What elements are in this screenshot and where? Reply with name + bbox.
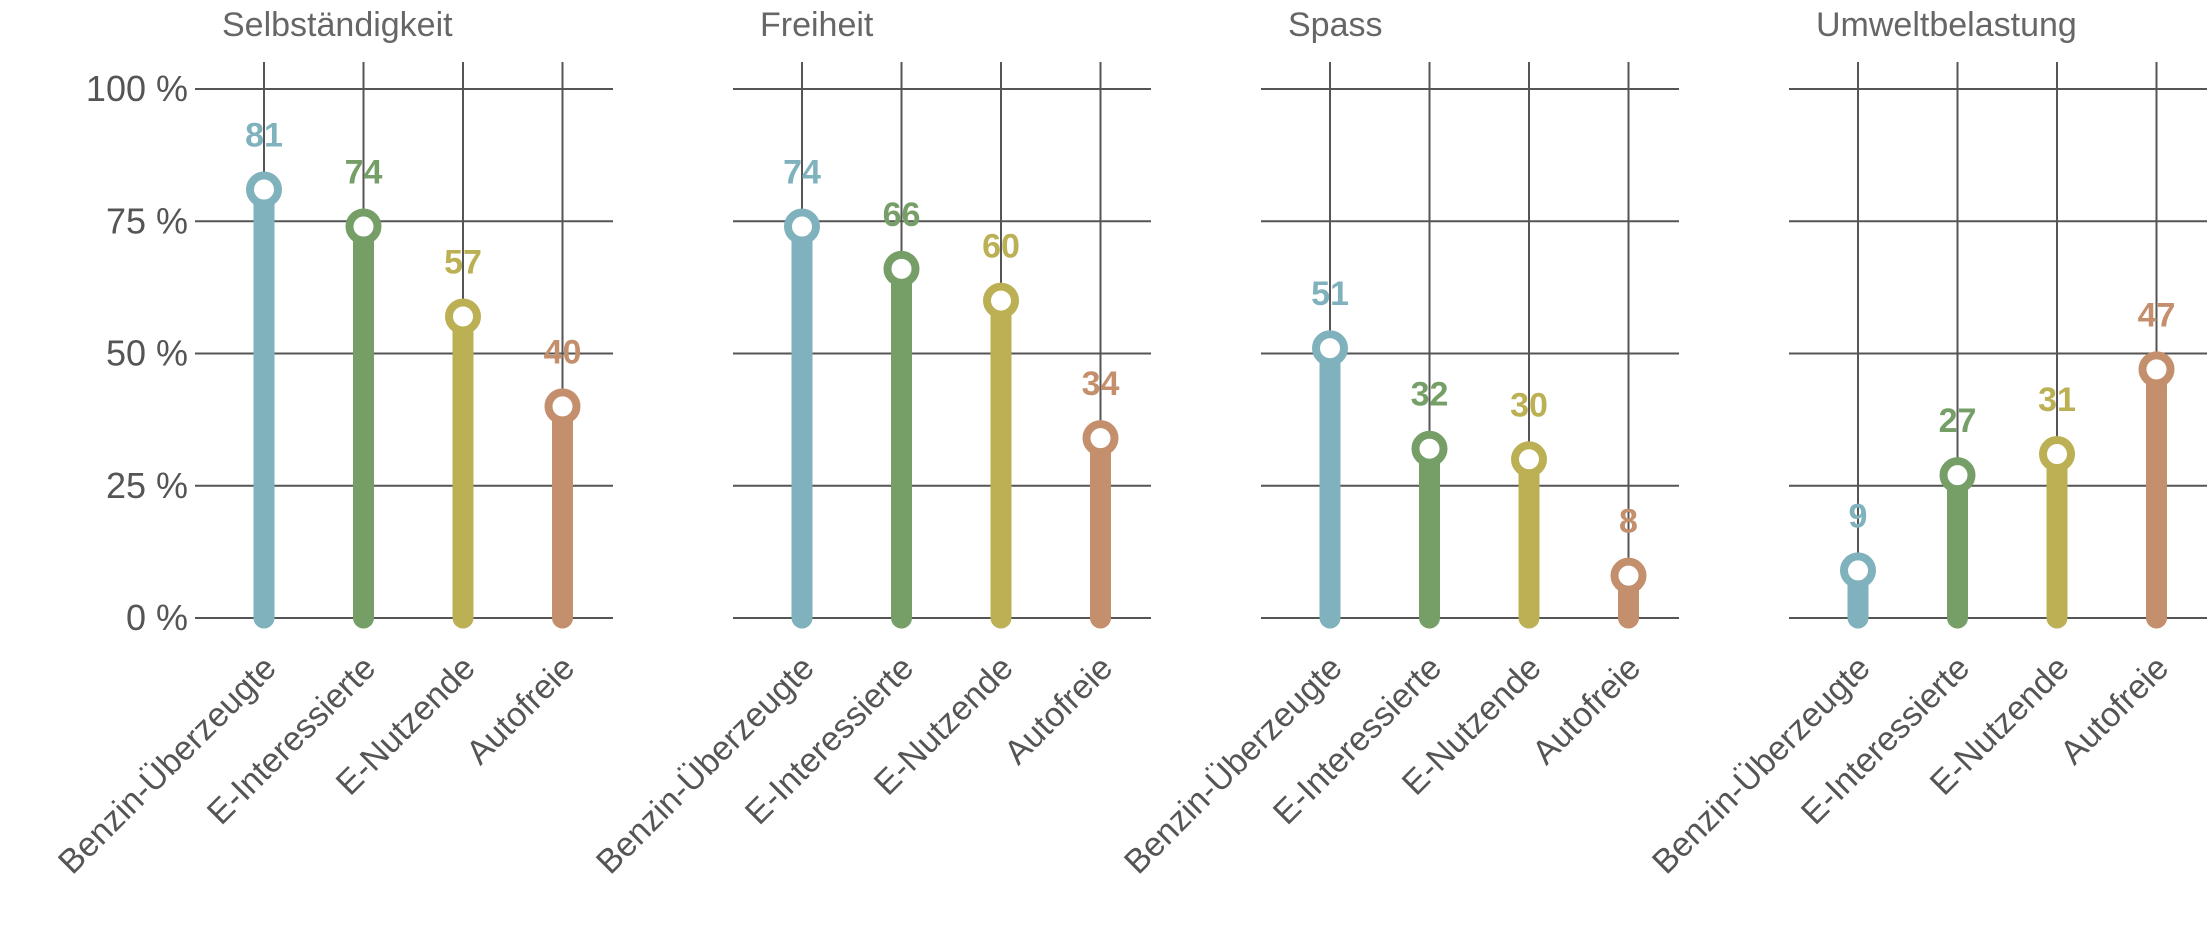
y-tick-label: 50 % bbox=[106, 333, 188, 374]
y-tick-label: 25 % bbox=[106, 465, 188, 506]
category-label: Autofreie bbox=[997, 649, 1120, 772]
lollipop-head bbox=[784, 208, 820, 245]
y-tick-label: 100 % bbox=[86, 68, 188, 109]
lollipop-head bbox=[1511, 441, 1547, 478]
lollipop-head bbox=[883, 250, 920, 287]
data-label: 74 bbox=[783, 154, 821, 192]
data-label: 51 bbox=[1311, 275, 1349, 313]
data-label: 31 bbox=[2038, 381, 2076, 419]
lollipop-head bbox=[1939, 457, 1976, 494]
data-label: 9 bbox=[1849, 497, 1868, 535]
category-label: E-Interessierte bbox=[738, 649, 921, 832]
data-label: 27 bbox=[1939, 402, 1977, 440]
panel-title: Umweltbelastung bbox=[1816, 6, 2077, 44]
data-label: 34 bbox=[1082, 365, 1120, 403]
data-label: 60 bbox=[982, 228, 1020, 266]
category-label: Autofreie bbox=[2053, 649, 2176, 772]
lollipop-head bbox=[1840, 552, 1876, 589]
category-label: Autofreie bbox=[459, 649, 582, 772]
category-label: E-Interessierte bbox=[1266, 649, 1449, 832]
lollipop-head bbox=[544, 388, 581, 425]
data-label: 30 bbox=[1510, 386, 1548, 424]
data-label: 47 bbox=[2138, 296, 2176, 334]
lollipop-head bbox=[345, 208, 382, 245]
data-label: 74 bbox=[345, 154, 383, 192]
data-label: 32 bbox=[1411, 376, 1449, 414]
category-label: E-Interessierte bbox=[200, 649, 383, 832]
lollipop-head bbox=[1312, 330, 1348, 367]
panel-title: Selbständigkeit bbox=[222, 6, 453, 44]
lollipop-head bbox=[2138, 351, 2175, 388]
y-tick-label: 75 % bbox=[106, 200, 188, 241]
panel-title: Freiheit bbox=[760, 6, 874, 44]
lollipop-head bbox=[1411, 430, 1448, 467]
panel-title: Spass bbox=[1288, 6, 1383, 44]
lollipop-head bbox=[2039, 436, 2075, 473]
category-label: E-Interessierte bbox=[1794, 649, 1977, 832]
data-label: 57 bbox=[444, 243, 482, 281]
lollipop-head bbox=[445, 298, 481, 335]
data-label: 8 bbox=[1619, 503, 1638, 541]
y-tick-label: 0 % bbox=[126, 597, 188, 638]
data-label: 81 bbox=[245, 117, 283, 155]
lollipop-head bbox=[1082, 420, 1119, 457]
lollipop-head bbox=[1610, 557, 1647, 594]
lollipop-head bbox=[246, 171, 282, 208]
lollipop-head bbox=[983, 282, 1019, 319]
category-label: Autofreie bbox=[1525, 649, 1648, 772]
data-label: 40 bbox=[544, 333, 582, 371]
data-label: 66 bbox=[883, 196, 921, 234]
